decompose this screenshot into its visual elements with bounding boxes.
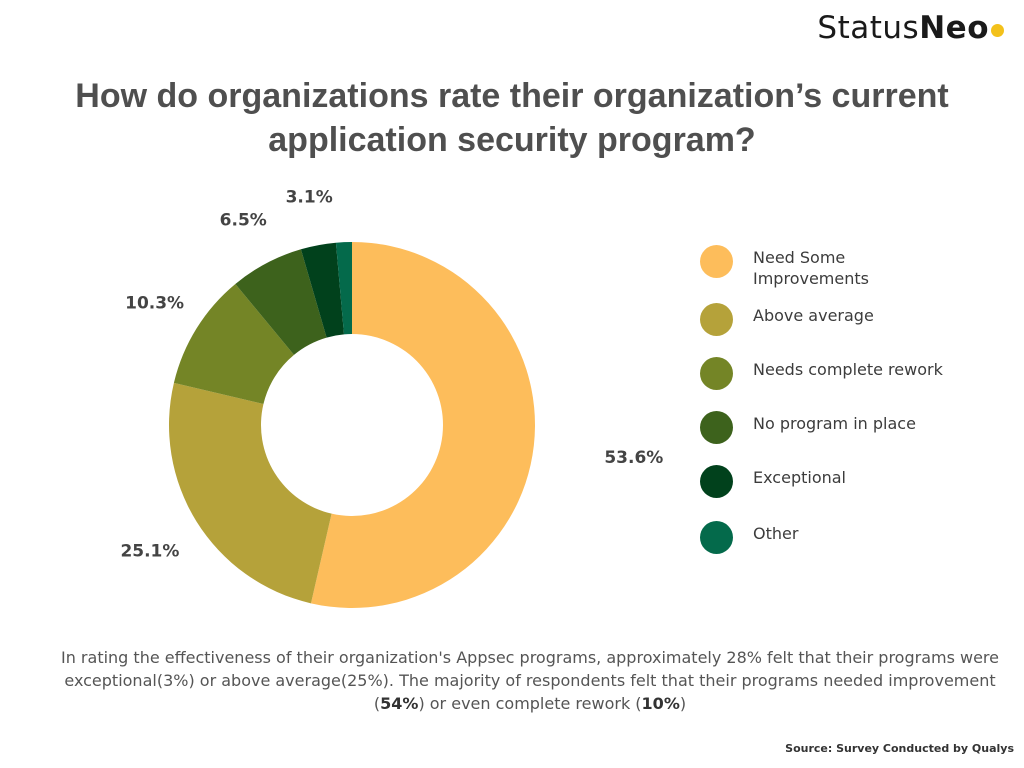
pct-label-needs-complete-rework: 10.3% <box>125 293 184 313</box>
legend-item-needs-complete-rework: Needs complete rework <box>700 357 953 390</box>
pct-label-need-some-improvements: 53.6% <box>604 448 663 468</box>
legend-swatch <box>700 465 733 498</box>
slice-exceptional <box>300 242 345 338</box>
caption-text-1: In rating the effectiveness of their org… <box>60 648 999 713</box>
brand-logo: Status Neo <box>817 10 1004 46</box>
brand-name-bold: Neo <box>919 10 989 46</box>
legend-swatch <box>700 303 733 336</box>
legend-swatch <box>700 411 733 444</box>
brand-name-light: Status <box>817 10 920 46</box>
legend-swatch <box>700 357 733 390</box>
brand-dot-icon <box>991 24 1004 37</box>
legend-label: Need Some Improvements <box>753 248 869 288</box>
legend-item-need-some-improvements: Need Some Improvements <box>700 245 953 289</box>
source-note: Source: Survey Conducted by Qualys <box>785 742 1014 755</box>
legend-label: Needs complete rework <box>753 360 943 379</box>
legend-item-no-program-in-place: No program in place <box>700 411 953 444</box>
caption-bold-improvement: 54% <box>380 694 419 713</box>
summary-caption: In rating the effectiveness of their org… <box>50 646 1010 715</box>
pct-label-exceptional: 3.1% <box>286 188 333 208</box>
pct-label-no-program-in-place: 6.5% <box>220 211 267 231</box>
legend-label: No program in place <box>753 414 916 433</box>
percentage-labels: 53.6% 25.1% 10.3% 6.5% 3.1% <box>120 188 663 562</box>
chart-title: How do organizations rate their organiza… <box>75 77 949 159</box>
legend-item-other: Other <box>700 521 953 554</box>
slice-no-program-in-place <box>235 249 327 355</box>
donut-slices <box>168 242 535 608</box>
legend-swatch <box>700 245 733 278</box>
caption-text-3: ) <box>679 694 687 713</box>
legend-label: Above average <box>753 306 874 325</box>
legend-item-exceptional: Exceptional <box>700 465 953 498</box>
pct-label-above-average: 25.1% <box>120 542 179 562</box>
legend-item-above-average: Above average <box>700 303 953 336</box>
slice-other <box>335 242 352 335</box>
legend-label: Exceptional <box>753 468 846 487</box>
slice-needs-complete-rework <box>173 283 294 405</box>
slice-above-average <box>168 382 332 604</box>
caption-bold-rework: 10% <box>641 694 680 713</box>
caption-text-2: ) or even complete rework ( <box>418 694 642 713</box>
slice-need-some-improvements <box>310 242 535 608</box>
legend-label: Other <box>753 524 799 543</box>
legend-swatch <box>700 521 733 554</box>
